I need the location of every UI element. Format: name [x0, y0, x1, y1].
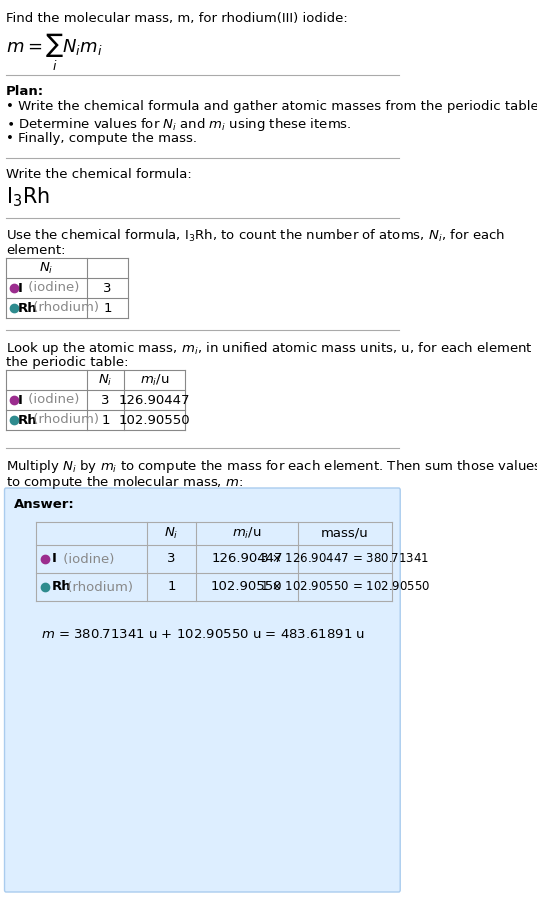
Text: the periodic table:: the periodic table: [6, 356, 128, 369]
Text: Rh: Rh [18, 302, 38, 314]
Text: to compute the molecular mass, $m$:: to compute the molecular mass, $m$: [6, 474, 243, 491]
Text: (rhodium): (rhodium) [28, 302, 99, 314]
Text: 3: 3 [103, 282, 112, 294]
Text: Rh: Rh [51, 580, 71, 593]
Text: Plan:: Plan: [6, 85, 44, 98]
Text: element:: element: [6, 244, 66, 257]
Text: (iodine): (iodine) [24, 393, 79, 407]
Text: Answer:: Answer: [13, 498, 74, 511]
Text: I: I [18, 282, 23, 294]
Text: $m$ = 380.71341 u + 102.90550 u = 483.61891 u: $m$ = 380.71341 u + 102.90550 u = 483.61… [41, 628, 366, 641]
Text: Multiply $N_i$ by $m_i$ to compute the mass for each element. Then sum those val: Multiply $N_i$ by $m_i$ to compute the m… [6, 458, 537, 475]
Text: (rhodium): (rhodium) [62, 580, 133, 593]
Text: I: I [18, 393, 23, 407]
Text: Use the chemical formula, $\mathrm{I_3Rh}$, to count the number of atoms, $N_i$,: Use the chemical formula, $\mathrm{I_3Rh… [6, 228, 505, 244]
Text: 1 $\times$ 102.90550 = 102.90550: 1 $\times$ 102.90550 = 102.90550 [260, 580, 430, 593]
Text: $\mathrm{I_3Rh}$: $\mathrm{I_3Rh}$ [6, 185, 50, 209]
Text: I: I [51, 553, 56, 565]
Text: $N_i$: $N_i$ [164, 526, 179, 541]
Text: 3: 3 [167, 553, 176, 565]
Text: (iodine): (iodine) [59, 553, 114, 565]
Text: 3 $\times$ 126.90447 = 380.71341: 3 $\times$ 126.90447 = 380.71341 [260, 553, 430, 565]
Text: $N_i$: $N_i$ [98, 373, 113, 388]
Text: 102.90550: 102.90550 [211, 580, 282, 593]
FancyBboxPatch shape [4, 488, 400, 892]
Text: 1: 1 [167, 580, 176, 593]
Text: 1: 1 [103, 302, 112, 314]
Text: Rh: Rh [18, 413, 38, 427]
Text: 1: 1 [101, 413, 110, 427]
Text: $m = \sum_i N_i m_i$: $m = \sum_i N_i m_i$ [6, 32, 103, 73]
Text: $m_i$/u: $m_i$/u [232, 526, 262, 541]
Text: $m_i$/u: $m_i$/u [140, 373, 169, 388]
Text: 126.90447: 126.90447 [119, 393, 190, 407]
Text: Find the molecular mass, m, for rhodium(III) iodide:: Find the molecular mass, m, for rhodium(… [6, 12, 348, 25]
Text: Write the chemical formula:: Write the chemical formula: [6, 168, 192, 181]
Text: (iodine): (iodine) [24, 282, 79, 294]
Text: 102.90550: 102.90550 [119, 413, 190, 427]
Text: • Finally, compute the mass.: • Finally, compute the mass. [6, 132, 197, 145]
Text: • Write the chemical formula and gather atomic masses from the periodic table.: • Write the chemical formula and gather … [6, 100, 537, 113]
Text: $\bullet$ Determine values for $N_i$ and $m_i$ using these items.: $\bullet$ Determine values for $N_i$ and… [6, 116, 352, 133]
Text: Look up the atomic mass, $m_i$, in unified atomic mass units, u, for each elemen: Look up the atomic mass, $m_i$, in unifi… [6, 340, 537, 357]
Text: 126.90447: 126.90447 [211, 553, 282, 565]
Text: (rhodium): (rhodium) [28, 413, 99, 427]
Text: mass/u: mass/u [321, 527, 369, 540]
Text: 3: 3 [101, 393, 110, 407]
Text: $N_i$: $N_i$ [39, 260, 54, 275]
